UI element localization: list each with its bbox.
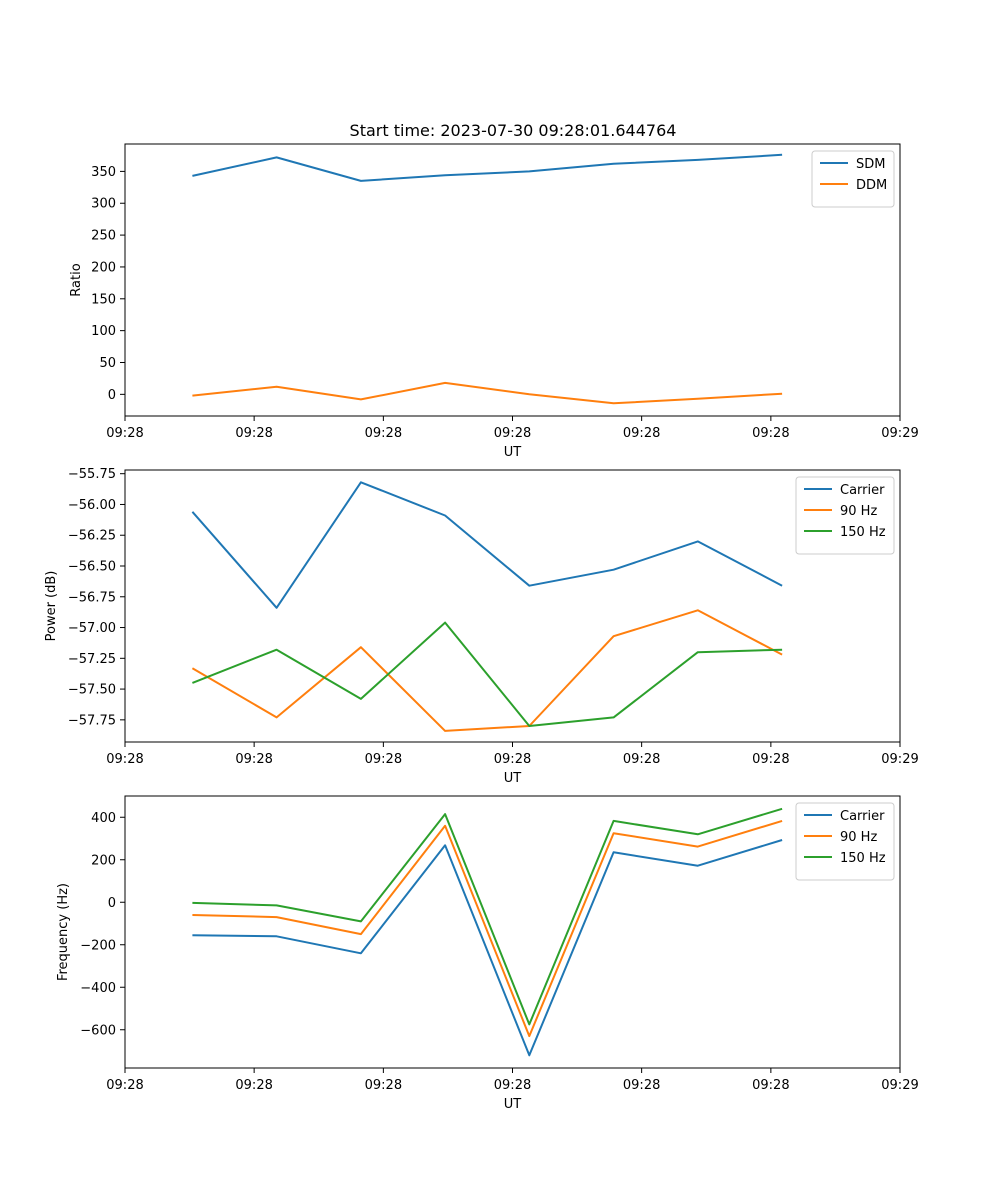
ratio-y-tick-label: 350	[91, 165, 116, 180]
power-y-tick-label: −56.25	[68, 529, 116, 544]
frequency-y-tick-label: 200	[91, 853, 116, 868]
frequency-y-tick-label: −600	[80, 1023, 116, 1038]
frequency-series-150-hz-line	[192, 807, 783, 1026]
figure-title: Start time: 2023-07-30 09:28:01.644764	[350, 121, 677, 140]
ratio-x-tick-label: 09:28	[494, 426, 531, 441]
power-x-tick-label: 09:28	[752, 752, 789, 767]
power-y-tick-label: −55.75	[68, 467, 116, 482]
power-x-tick-label: 09:28	[106, 752, 143, 767]
frequency-x-tick-label: 09:28	[235, 1078, 272, 1093]
ratio-y-tick-label: 250	[91, 229, 116, 244]
power-series-carrier-line	[191, 481, 783, 609]
ratio-panel: 09:28 09:28 09:28 09:28 09:28 09:28 09:29 0 50 10…	[69, 143, 919, 460]
ratio-x-tick-label: 09:29	[881, 426, 918, 441]
power-x-tick-label: 09:28	[235, 752, 272, 767]
frequency-x-tick-label: 09:28	[623, 1078, 660, 1093]
power-legend-label-90-hz: 90 Hz	[840, 504, 877, 519]
ratio-x-tick-label: 09:28	[235, 426, 272, 441]
ratio-legend	[811, 150, 895, 208]
power-y-tick-label: −56.75	[68, 590, 116, 605]
ratio-x-tick-label: 09:28	[365, 426, 402, 441]
ratio-x-tick-label: 09:28	[623, 426, 660, 441]
ratio-y-tick-label: 300	[91, 197, 116, 212]
power-y-tick-label: −56.00	[68, 498, 116, 513]
power-legend-label-150-hz: 150 Hz	[840, 525, 886, 540]
frequency-y-tick-label: 0	[108, 896, 116, 911]
power-x-tick-label: 09:29	[881, 752, 918, 767]
power-y-tick-label: −56.50	[68, 560, 116, 575]
frequency-y-tick-label: −200	[80, 938, 116, 953]
power-legend	[795, 476, 895, 555]
ratio-series-sdm-line	[192, 153, 783, 182]
ratio-x-tick-label: 09:28	[752, 426, 789, 441]
ratio-y-tick-label: 0	[108, 388, 116, 403]
frequency-x-tick-label: 09:29	[881, 1078, 918, 1093]
power-y-tick-label: −57.25	[68, 652, 116, 667]
power-panel: 09:28 09:28 09:28 09:28 09:28 09:28 09:29 −57.7…	[44, 467, 919, 786]
ratio-y-tick-label: 100	[91, 324, 116, 339]
frequency-legend-label-carrier: Carrier	[840, 809, 885, 824]
frequency-y-tick-label: −400	[80, 981, 116, 996]
ratio-x-axis-label: UT	[504, 445, 522, 460]
frequency-series-carrier-line	[192, 839, 783, 1057]
frequency-panel: 09:28 09:28 09:28 09:28 09:28 09:28 09:29 −600 −…	[56, 795, 919, 1112]
frequency-x-tick-label: 09:28	[365, 1078, 402, 1093]
power-series-150-hz-line	[192, 621, 783, 727]
frequency-legend	[795, 802, 895, 881]
power-x-axis-label: UT	[504, 771, 522, 786]
power-x-tick-label: 09:28	[494, 752, 531, 767]
ratio-legend-label-ddm: DDM	[856, 178, 887, 193]
power-y-axis-label: Power (dB)	[44, 571, 59, 642]
frequency-x-tick-label: 09:28	[494, 1078, 531, 1093]
power-y-tick-label: −57.00	[68, 621, 116, 636]
power-series-90-hz-line	[191, 609, 783, 732]
frequency-y-axis-label: Frequency (Hz)	[56, 883, 71, 981]
ratio-legend-label-sdm: SDM	[856, 157, 885, 172]
power-y-tick-label: −57.75	[68, 713, 116, 728]
ratio-series-ddm-line	[192, 381, 783, 405]
ratio-y-tick-label: 200	[91, 260, 116, 275]
ratio-y-tick-label: 50	[99, 356, 116, 371]
ratio-x-tick-label: 09:28	[106, 426, 143, 441]
power-x-tick-label: 09:28	[365, 752, 402, 767]
frequency-x-axis-label: UT	[504, 1097, 522, 1112]
frequency-y-tick-label: 400	[91, 811, 116, 826]
power-legend-label-carrier: Carrier	[840, 483, 885, 498]
frequency-legend-label-150-hz: 150 Hz	[840, 851, 886, 866]
frequency-x-tick-label: 09:28	[752, 1078, 789, 1093]
frequency-series-90-hz-line	[192, 819, 783, 1038]
frequency-legend-label-90-hz: 90 Hz	[840, 830, 877, 845]
power-y-tick-label: −57.50	[68, 683, 116, 698]
ratio-y-axis-label: Ratio	[69, 263, 84, 296]
frequency-x-tick-label: 09:28	[106, 1078, 143, 1093]
ratio-y-tick-label: 150	[91, 292, 116, 307]
power-x-tick-label: 09:28	[623, 752, 660, 767]
